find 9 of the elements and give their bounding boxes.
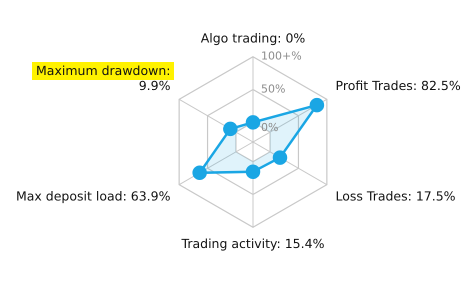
y-tick-label: 100+% [261,50,302,63]
spoke-label: Maximum drawdown: 9.9% [36,63,171,94]
spoke-label: Max deposit load: 63.9% [16,188,171,204]
y-tick-label: 0% [261,121,278,134]
spoke-label: Loss Trades: 17.5% [336,188,456,204]
spoke-label: Algo trading: 0% [200,30,306,46]
spoke-label: Profit Trades: 82.5% [336,78,461,94]
spoke-label: Trading activity: 15.4% [180,236,325,252]
y-tick-label: 50% [261,82,286,96]
